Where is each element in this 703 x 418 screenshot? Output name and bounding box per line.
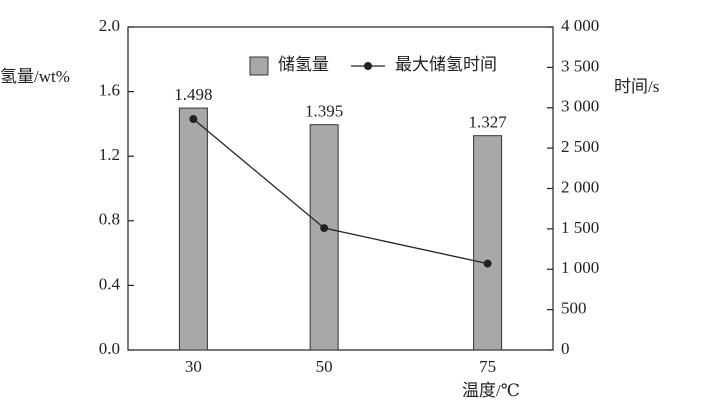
legend-label: 储氢量: [278, 55, 329, 74]
x-tick-label: 30: [185, 357, 202, 376]
y-tick-label: 1.2: [99, 145, 120, 164]
y2-tick-label: 1 000: [561, 258, 599, 277]
x-tick-label: 75: [479, 357, 496, 376]
legend-label: 最大储氢时间: [395, 55, 497, 74]
bar: [178, 107, 208, 351]
line-marker: [189, 115, 198, 124]
line: [192, 118, 488, 265]
y-tick-label: 0.8: [99, 210, 120, 229]
x-axis-label: 温度/℃: [462, 381, 520, 400]
line-marker: [320, 224, 329, 233]
y-tick-label: 0.4: [99, 274, 121, 293]
y2-tick-label: 4 000: [561, 16, 599, 35]
data-label: 1.327: [468, 113, 507, 132]
y-axis-label: 氢量/wt%: [0, 67, 70, 86]
bar: [473, 135, 503, 351]
y2-tick-label: 500: [561, 299, 587, 318]
y-tick-label: 0.0: [99, 339, 120, 358]
bar: [309, 124, 339, 351]
line-marker: [483, 259, 492, 268]
data-label: 1.498: [174, 85, 212, 104]
x-tick-label: 50: [316, 357, 333, 376]
y2-axis-label: 时间/s: [614, 77, 659, 96]
y2-tick-label: 0: [561, 339, 570, 358]
y2-tick-label: 2 000: [561, 177, 599, 196]
legend-marker: [364, 62, 372, 70]
y-tick-label: 1.6: [99, 81, 120, 100]
y2-tick-label: 2 500: [561, 137, 599, 156]
data-label: 1.395: [305, 102, 343, 121]
legend-swatch: [249, 56, 269, 76]
y2-tick-label: 3 500: [561, 56, 599, 75]
y-tick-label: 2.0: [99, 16, 120, 35]
y2-tick-label: 1 500: [561, 218, 599, 237]
y2-tick-label: 3 000: [561, 97, 599, 116]
